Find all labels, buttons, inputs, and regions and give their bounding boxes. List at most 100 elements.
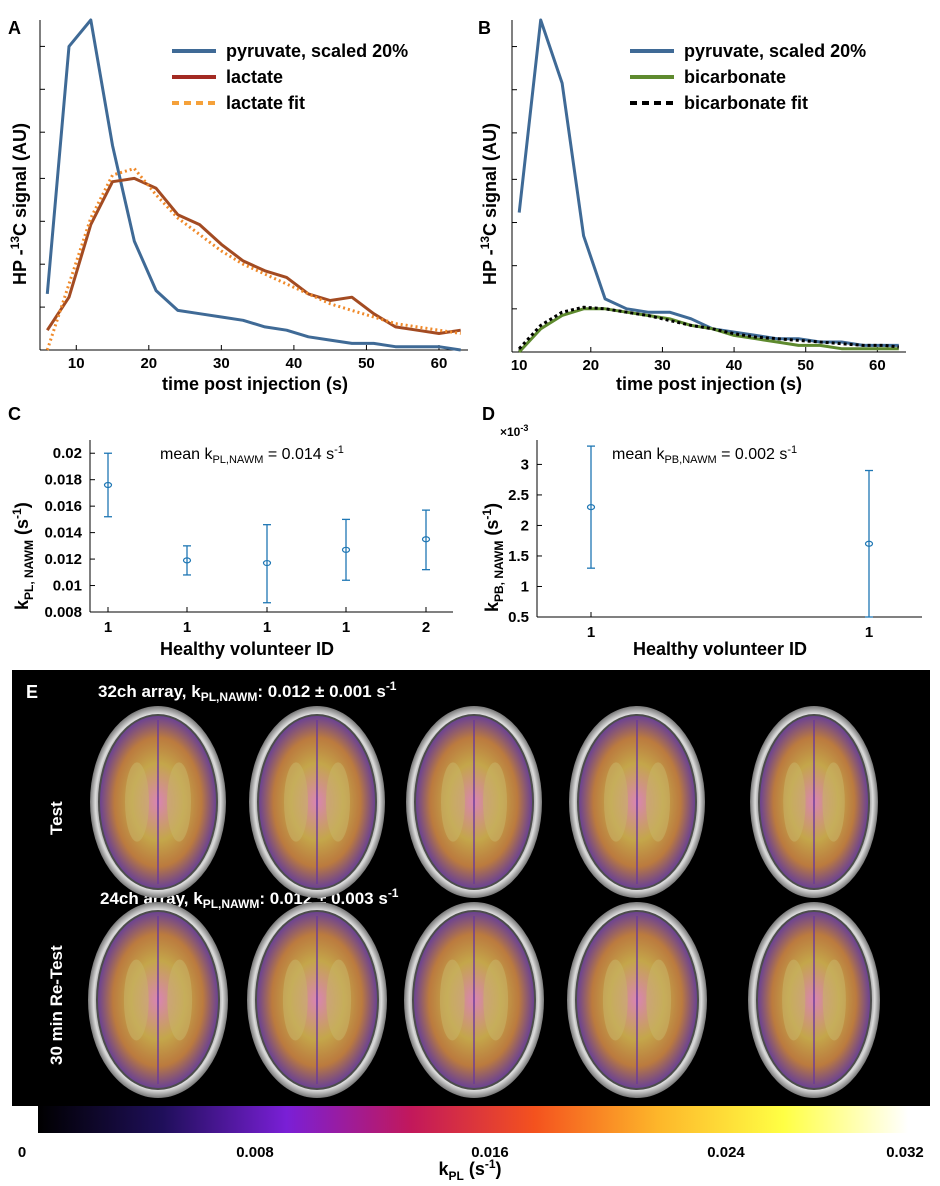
hemisphere-left xyxy=(602,959,628,1041)
panel-b-xlabel: time post injection (s) xyxy=(616,374,802,394)
colorbar-tick-label: 0.032 xyxy=(886,1144,924,1161)
x-tick-label: 20 xyxy=(140,355,157,372)
legend-b-bicarbonate-fit: bicarbonate fit xyxy=(684,93,808,113)
y-tick-label: 0.02 xyxy=(53,445,82,462)
legend-b-bicarbonate: bicarbonate xyxy=(684,67,786,87)
panel-e-letter: E xyxy=(26,682,38,702)
brain-slice-2-1 xyxy=(88,902,228,1098)
brain-slice-2-4 xyxy=(567,902,707,1098)
panel-e-row2-label: 30 min Re-Test xyxy=(47,945,66,1065)
brain-slice-1-4 xyxy=(569,706,705,898)
x-tick-label: 50 xyxy=(358,355,375,372)
panel-c: C 0.008 0.01 0.012 0.014 0.016 0.018 0.02 1 1 1 1 2… xyxy=(8,404,453,659)
panel-c-letter: C xyxy=(8,404,21,424)
data-point xyxy=(341,546,351,553)
colorbar-ticks: 0 0.008 0.016 0.024 0.032 xyxy=(18,1144,924,1161)
panel-a-ylabel: HP -13C signal (AU) xyxy=(8,123,30,285)
hemisphere-left xyxy=(604,762,628,842)
panel-b: B 10 20 30 40 50 60 HP -13C signal (AU) time … xyxy=(478,18,906,394)
panel-d-axes: 0.5 1 1.5 2 2.5 3 1 1 xyxy=(508,440,922,641)
panel-d: D 0.5 1 1.5 2 2.5 3 1 1 kPB, NAWM (s-1) Healthy… xyxy=(480,404,922,659)
panel-b-series xyxy=(517,18,899,354)
hemisphere-right xyxy=(646,762,670,842)
x-tick-label: 10 xyxy=(68,355,85,372)
x-tick-label: 1 xyxy=(183,619,191,636)
x-tick-label: 1 xyxy=(865,624,873,641)
panel-d-xlabel: Healthy volunteer ID xyxy=(633,639,807,659)
y-tick-label: 0.012 xyxy=(44,551,82,568)
panel-c-series xyxy=(103,452,431,604)
data-point xyxy=(864,540,874,547)
y-tick-label: 2 xyxy=(521,517,529,534)
panel-d-multiplier: ×10-3 xyxy=(500,423,528,439)
hemisphere-right xyxy=(167,762,191,842)
panel-c-ylabel: kPL, NAWM (s-1) xyxy=(10,502,36,610)
panel-a-xlabel: time post injection (s) xyxy=(162,374,348,394)
panel-c-xlabel: Healthy volunteer ID xyxy=(160,639,334,659)
data-point xyxy=(262,559,272,567)
data-point xyxy=(421,536,431,543)
panel-a-letter: A xyxy=(8,18,21,38)
data-point xyxy=(103,481,113,489)
hemisphere-right xyxy=(483,959,509,1041)
series-line-lactate-fit xyxy=(45,167,461,351)
panel-e-brain-grid xyxy=(88,706,880,1098)
colorbar-tick-label: 0.024 xyxy=(707,1144,745,1161)
series-line-pyruvate-scaled- xyxy=(45,18,461,352)
hemisphere-left xyxy=(123,959,149,1041)
hemisphere-right xyxy=(646,959,672,1041)
panel-b-legend: pyruvate, scaled 20% bicarbonate bicarbo… xyxy=(630,41,866,113)
x-tick-label: 30 xyxy=(654,357,671,374)
panel-b-letter: B xyxy=(478,18,491,38)
x-tick-label: 1 xyxy=(104,619,112,636)
x-tick-label: 60 xyxy=(869,357,886,374)
brain-slice-2-2 xyxy=(247,902,387,1098)
panel-e-row1-title: 32ch array, kPL,NAWM: 0.012 ± 0.001 s-1 xyxy=(98,679,397,704)
brain-slice-1-5 xyxy=(750,706,878,898)
panel-b-axes: 10 20 30 40 50 60 xyxy=(511,20,906,374)
x-tick-label: 60 xyxy=(431,355,448,372)
hemisphere-left xyxy=(439,959,465,1041)
x-tick-label: 30 xyxy=(213,355,230,372)
hemisphere-right xyxy=(822,762,845,842)
panel-d-series xyxy=(586,445,874,618)
hemisphere-left xyxy=(783,762,806,842)
hemisphere-left xyxy=(782,959,806,1041)
brain-slice-1-1 xyxy=(90,706,226,898)
legend-a-pyruvate: pyruvate, scaled 20% xyxy=(226,41,408,61)
panel-e: E 32ch array, kPL,NAWM: 0.012 ± 0.001 s-… xyxy=(12,670,930,1106)
colorbar: 0 0.008 0.016 0.024 0.032 kPL (s-1) xyxy=(18,1106,924,1183)
series-line-bicarbonate-fit xyxy=(518,305,899,350)
brain-slice-2-5 xyxy=(748,902,880,1098)
y-tick-label: 0.008 xyxy=(44,604,82,621)
panel-a-series xyxy=(45,18,461,352)
colorbar-tick-label: 0 xyxy=(18,1144,26,1161)
colorbar-tick-label: 0.016 xyxy=(471,1144,509,1161)
y-tick-label: 0.016 xyxy=(44,498,82,515)
series-line-bicarbonate xyxy=(518,307,899,354)
y-tick-label: 1.5 xyxy=(508,548,529,565)
brain-slice-1-3 xyxy=(406,706,542,898)
x-tick-label: 1 xyxy=(342,619,350,636)
y-tick-label: 2.5 xyxy=(508,487,529,504)
hemisphere-left xyxy=(282,959,308,1041)
data-point xyxy=(586,504,596,511)
x-tick-label: 50 xyxy=(797,357,814,374)
data-point xyxy=(182,557,192,564)
legend-a-lactate-fit: lactate fit xyxy=(226,93,305,113)
colorbar-gradient xyxy=(38,1106,908,1133)
y-tick-label: 0.014 xyxy=(44,525,82,542)
panel-d-ylabel: kPB, NAWM (s-1) xyxy=(480,503,506,612)
x-tick-label: 20 xyxy=(582,357,599,374)
hemisphere-right xyxy=(326,762,350,842)
panel-a-legend: pyruvate, scaled 20% lactate lactate fit xyxy=(172,41,408,113)
panel-b-ylabel: HP -13C signal (AU) xyxy=(478,123,500,285)
hemisphere-left xyxy=(441,762,465,842)
x-tick-label: 1 xyxy=(263,619,271,636)
y-tick-label: 0.018 xyxy=(44,472,82,489)
x-tick-label: 40 xyxy=(286,355,303,372)
y-tick-label: 1 xyxy=(521,578,529,595)
hemisphere-right xyxy=(822,959,846,1041)
panel-c-axes: 0.008 0.01 0.012 0.014 0.016 0.018 0.02 1 1 1 1 2 xyxy=(44,440,453,636)
